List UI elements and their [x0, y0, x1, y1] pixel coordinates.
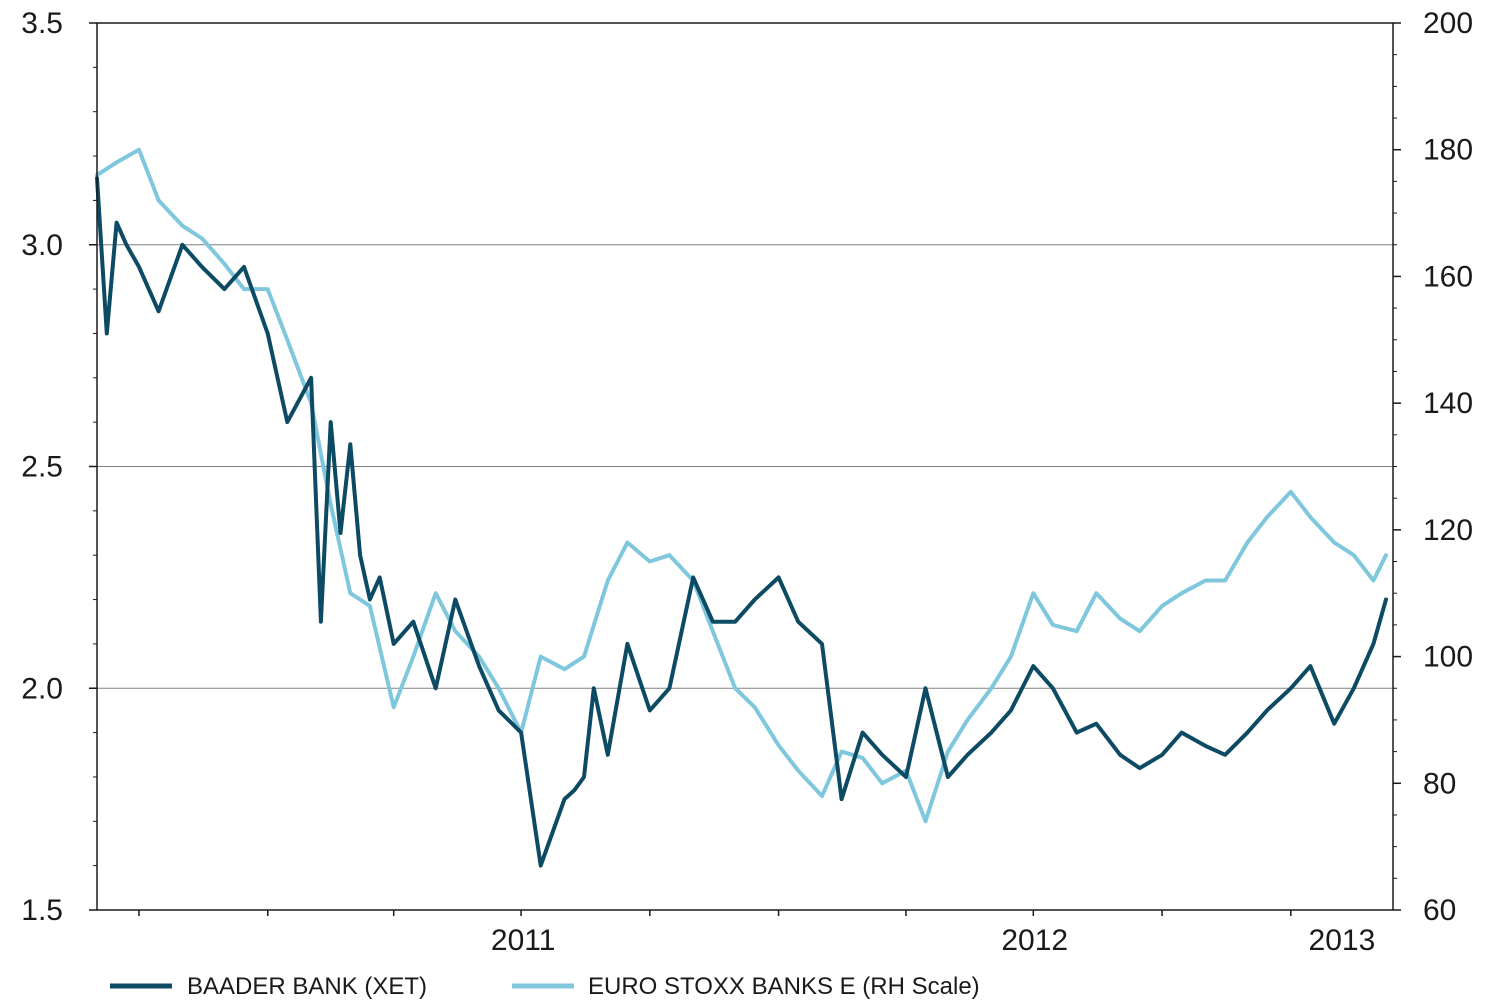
- right-tick-label: 60: [1423, 894, 1456, 927]
- left-tick-label: 3.0: [21, 229, 63, 262]
- x-tick-label: 2011: [491, 924, 556, 957]
- legend-label-baader: BAADER BANK (XET): [187, 973, 427, 1000]
- left-tick-label: 2.0: [21, 672, 63, 705]
- gridlines: [97, 244, 1393, 689]
- x-tick-label: 2013: [1309, 924, 1376, 957]
- left-tick-label: 1.5: [21, 894, 63, 927]
- axes: 1.5 2.0 2.5 3.0 3.5 60 80 100 120 140 160 180 200 201…: [21, 7, 1473, 957]
- right-tick-label: 80: [1423, 767, 1456, 800]
- right-tick-label: 140: [1423, 387, 1473, 420]
- series-line-eurostoxx: [95, 147, 1388, 824]
- left-tick-label: 3.5: [21, 7, 63, 40]
- right-tick-label: 100: [1423, 641, 1473, 674]
- right-tick-label: 180: [1423, 134, 1473, 167]
- right-tick-label: 160: [1423, 260, 1473, 293]
- legend-label-eurostoxx: EURO STOXX BANKS E (RH Scale): [588, 973, 980, 1000]
- right-tick-label: 200: [1423, 7, 1473, 40]
- series-lines: [95, 147, 1388, 868]
- x-tick-label: 2012: [1001, 924, 1068, 957]
- right-tick-label: 120: [1423, 514, 1473, 547]
- left-tick-label: 2.5: [21, 451, 63, 484]
- series-line-baader: [95, 176, 1388, 868]
- legend: BAADER BANK (XET) EURO STOXX BANKS E (RH…: [110, 973, 980, 1000]
